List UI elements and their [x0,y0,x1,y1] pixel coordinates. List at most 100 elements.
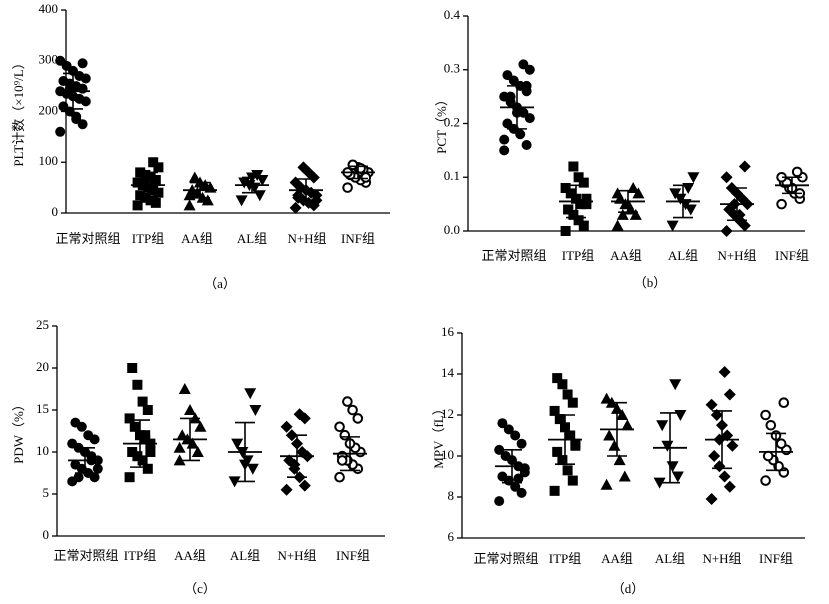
dot [710,409,723,421]
dot [127,363,138,373]
dot [666,461,679,473]
x-tick-label: AL组 [230,548,260,563]
dot [720,171,733,184]
dot [562,389,573,400]
x-tick-label: 正常对照组 [473,551,538,566]
y-tick-label: 0.0 [444,222,460,237]
dot [557,379,568,390]
x-tick-label: ITP组 [124,548,157,563]
dot [718,470,731,483]
dot [500,451,511,461]
dot [720,225,733,237]
dot [611,187,624,199]
y-tick-label: 6 [448,529,455,544]
x-tick-label: AA组 [601,551,633,566]
dot [608,439,621,451]
dot [723,388,736,401]
dot [347,404,358,416]
x-tick-label: INF组 [759,551,793,566]
dot [502,70,513,81]
y-tick-label: 300 [39,52,59,67]
y-axis-label: PDW（%） [11,398,26,464]
dot [502,118,513,129]
dot [713,460,726,473]
dot [497,471,508,482]
dot [669,379,682,391]
y-tick-label: 14 [441,365,455,380]
dot [510,430,521,441]
dot [518,59,529,70]
dot [499,145,510,156]
dot [684,204,697,216]
x-tick-label: INF组 [341,231,375,246]
y-tick-label: 0 [43,527,50,542]
dot [600,478,613,490]
dot [549,485,560,496]
dot [762,450,774,462]
dot [687,172,700,184]
dot [129,421,140,432]
panel-label: （d） [612,581,645,596]
dot [188,171,201,183]
dot [253,190,266,202]
dot [235,195,248,207]
dot [244,388,257,400]
dot [570,440,581,451]
dot [565,430,576,441]
y-tick-label: 200 [39,102,59,117]
x-tick-label: AL组 [237,231,267,246]
y-tick-label: 0.1 [444,168,460,183]
panel-label: （c） [184,581,216,596]
dot [778,397,790,409]
dot [153,162,164,173]
dot [560,183,571,193]
x-tick-label: ITP组 [562,248,595,263]
x-tick-label: N+H组 [702,551,741,566]
x-tick-label: 正常对照组 [481,248,546,263]
dot [142,405,153,415]
dot [140,430,151,441]
y-tick-label: 100 [39,153,59,168]
dot [137,396,148,407]
dot [723,480,736,493]
dot [148,185,159,196]
dot [705,398,718,411]
dot [310,194,323,207]
dot [791,166,803,178]
dot [342,182,353,193]
dot [70,459,81,470]
dot [760,409,771,421]
dot [150,197,161,208]
y-tick-label: 10 [36,443,49,458]
dot [505,91,516,102]
dot [581,199,592,210]
x-tick-label: N+H组 [717,248,756,263]
dot [194,420,207,432]
dot [621,419,634,431]
dot [352,413,364,424]
x-tick-label: N+H组 [277,548,316,563]
dot [173,454,186,466]
y-tick-label: 0.4 [444,7,461,22]
dot [228,476,241,488]
dot [494,444,505,455]
dot [77,58,88,69]
dot [92,463,103,474]
dot [83,430,94,441]
dot [563,204,574,215]
dot [153,187,164,198]
dot [173,441,186,453]
dot [516,438,527,449]
dot [142,463,153,474]
dot [611,219,624,231]
dot [578,177,589,188]
dot [567,475,578,486]
dot [503,424,514,435]
dot [132,200,143,211]
y-tick-label: 0.3 [444,61,460,76]
dot [573,215,584,226]
y-tick-label: 8 [448,488,455,503]
dot [124,413,135,424]
dot [671,471,684,483]
dot [618,470,631,482]
